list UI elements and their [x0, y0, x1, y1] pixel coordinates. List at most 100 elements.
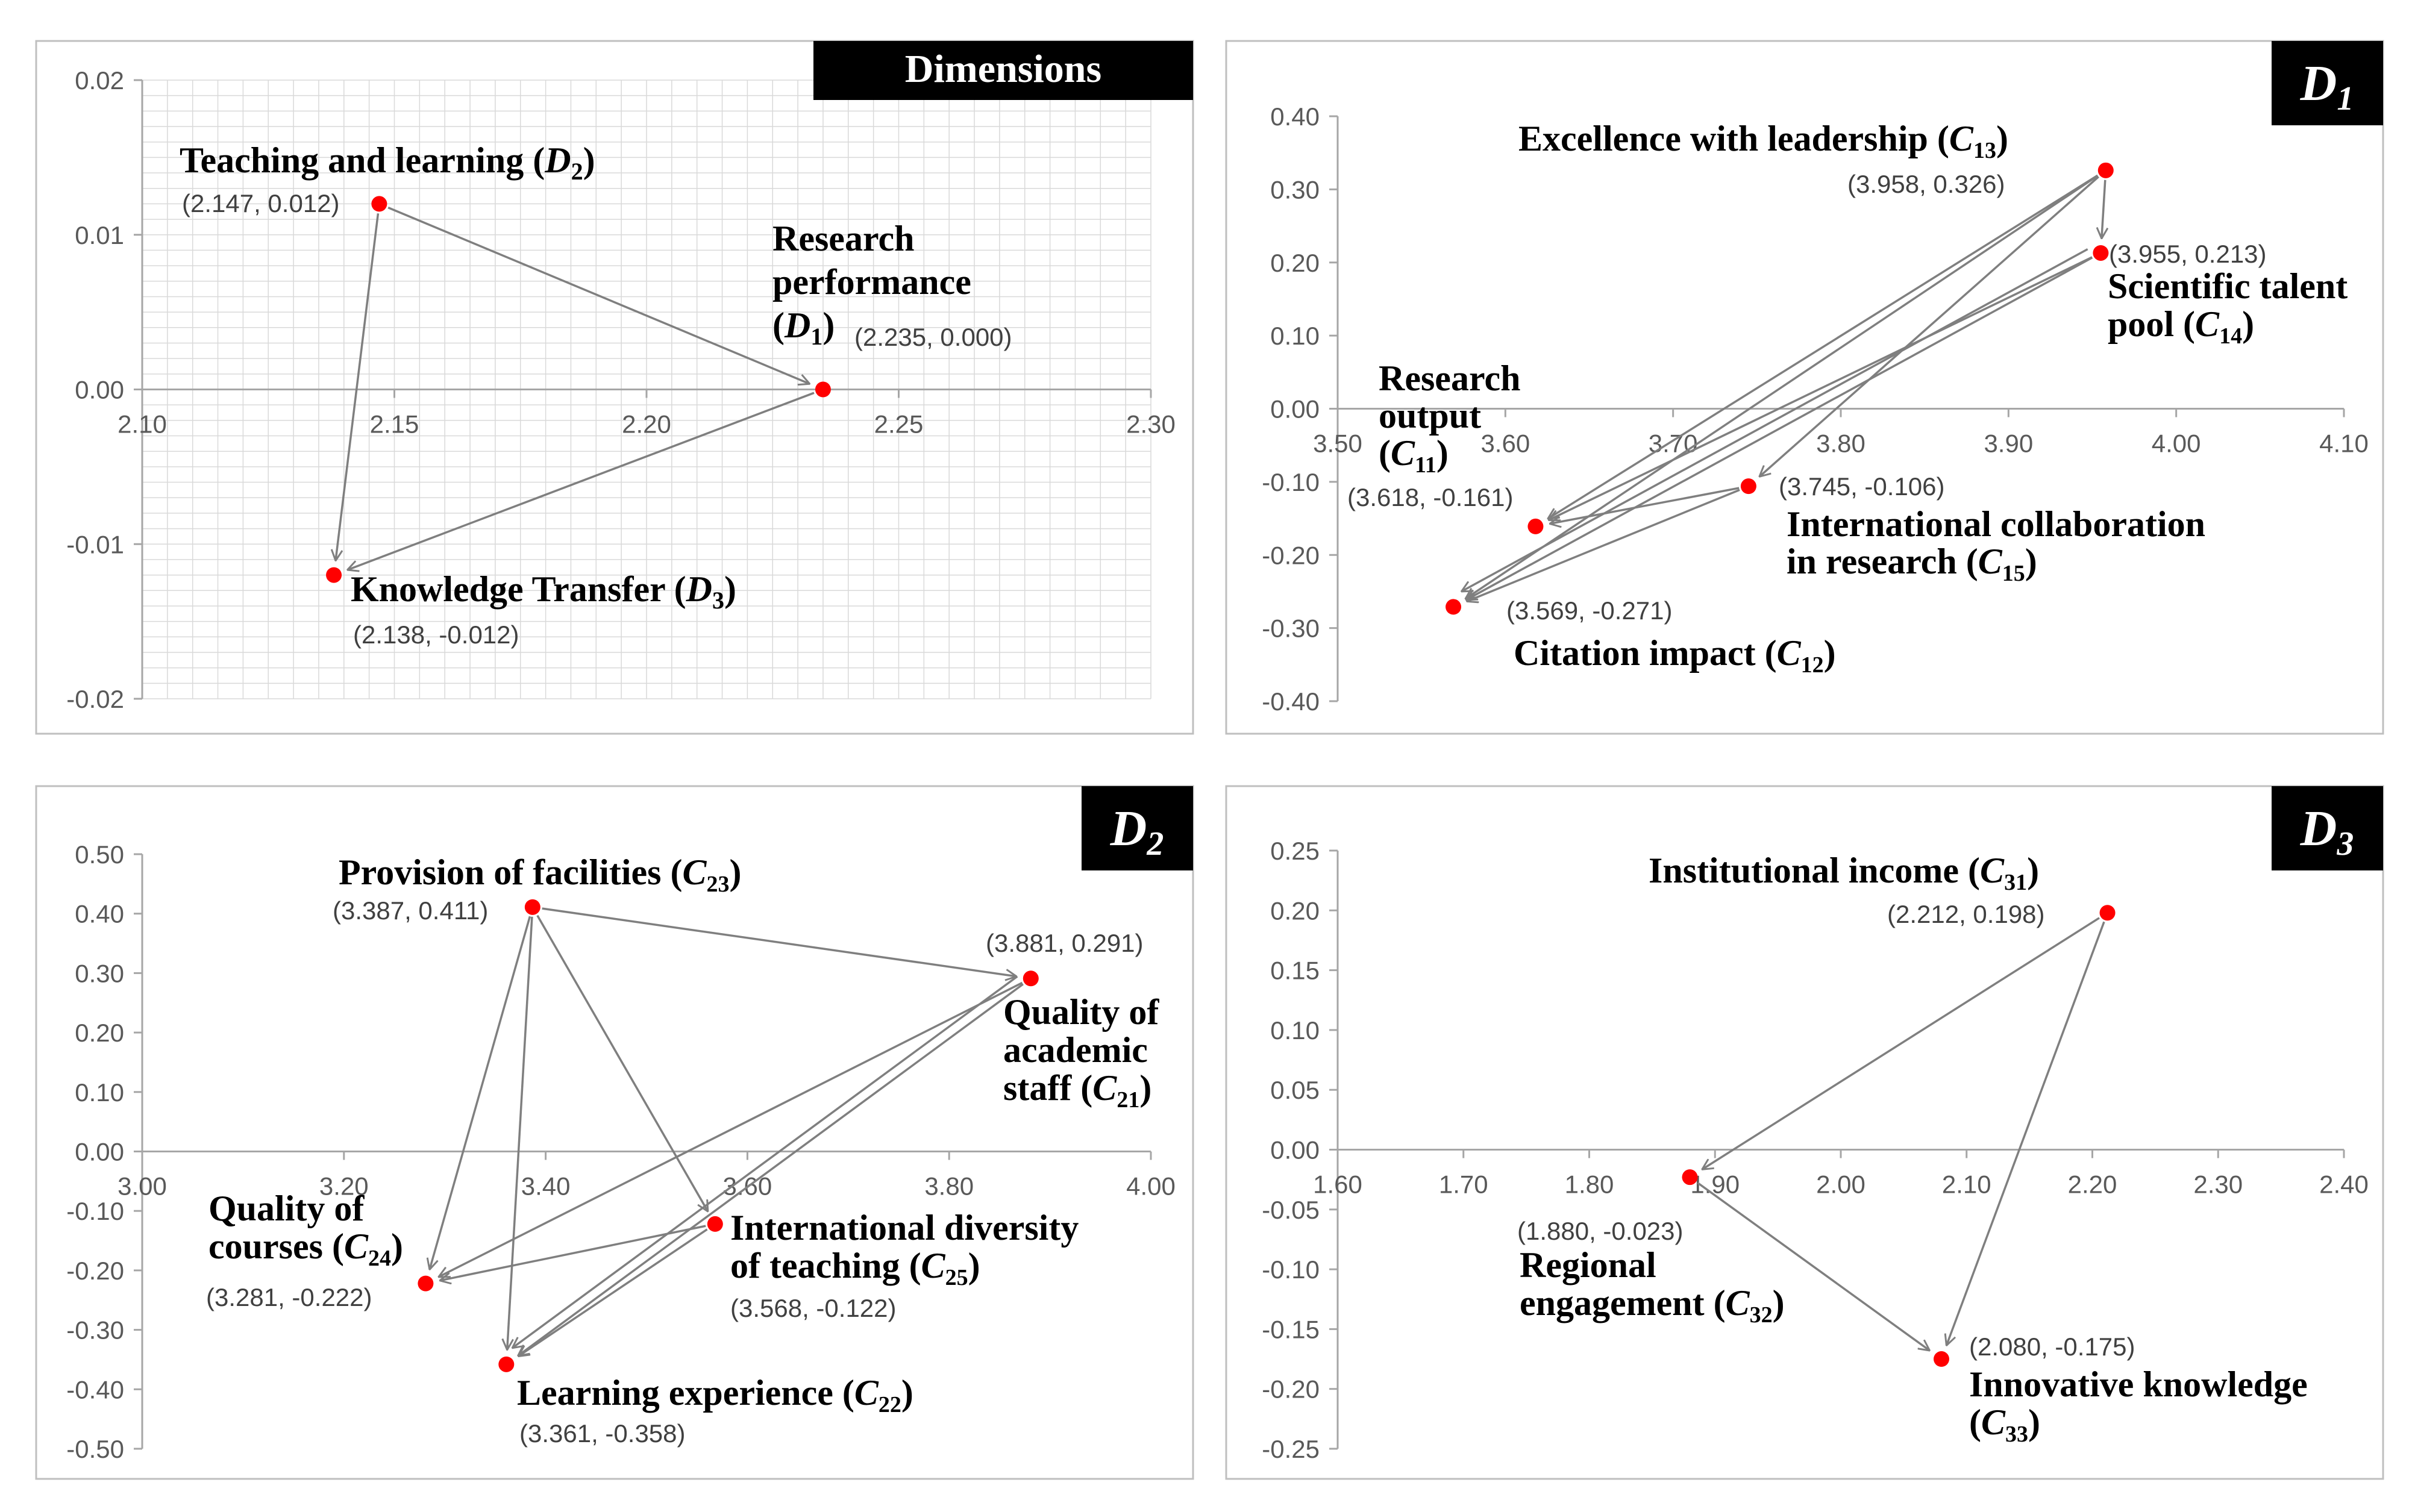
- panel-tag: D3: [2300, 801, 2354, 863]
- x-tick-label: 1.70: [1439, 1170, 1488, 1199]
- points: [418, 899, 1039, 1372]
- panel-tag: D1: [2300, 55, 2354, 117]
- panel-tag-box: [2272, 786, 2383, 870]
- svg-text:Institutional income (C31): Institutional income (C31): [1649, 851, 2039, 895]
- svg-text:Innovative knowledge: Innovative knowledge: [1969, 1364, 2308, 1404]
- svg-text:output: output: [1379, 396, 1481, 436]
- point-C25: [707, 1216, 723, 1232]
- panel-tag-box: [813, 41, 1193, 100]
- point-C21: [1023, 970, 1039, 987]
- arrows: [1697, 917, 2105, 1351]
- arrow-D1-to-D3: [347, 392, 815, 570]
- arrows: [1461, 174, 2105, 601]
- y-tick-label: 0.20: [1270, 896, 1320, 925]
- y-tick-label: -0.15: [1262, 1315, 1320, 1343]
- y-tick-label: -0.25: [1262, 1435, 1320, 1463]
- coord-C14: (3.955, 0.213): [2109, 240, 2267, 268]
- y-tick-label: -0.10: [1262, 468, 1320, 496]
- y-tick-label: -0.01: [66, 530, 124, 558]
- svg-text:Research: Research: [1379, 358, 1521, 398]
- svg-text:Quality of: Quality of: [208, 1189, 365, 1228]
- panel-tag-box: [2272, 41, 2383, 125]
- arrow-C13-to-C15: [1759, 176, 2099, 476]
- axes: 0.50 0.40 0.30 0.20 0.10 0.00 -0.10 -0.20 -0.30 -…: [66, 840, 1176, 1463]
- arrow-C23-to-C25: [536, 914, 708, 1211]
- arrow-C15-to-C12: [1467, 489, 1740, 601]
- x-tick-label: 3.20: [319, 1172, 369, 1201]
- point-C33: [1934, 1351, 1949, 1367]
- arrow-D2-to-D3: [336, 213, 380, 560]
- coord-C12: (3.569, -0.271): [1506, 596, 1673, 625]
- svg-text:Learning experience (C22): Learning experience (C22): [517, 1373, 913, 1417]
- x-tick-label: 3.90: [1984, 430, 2033, 458]
- y-tick-label: 0.20: [75, 1019, 124, 1047]
- x-tick-label: 2.30: [2193, 1170, 2243, 1199]
- x-tick-label: 2.15: [370, 410, 419, 439]
- y-tick-label: -0.30: [66, 1316, 124, 1345]
- svg-text:(C11): (C11): [1379, 433, 1449, 478]
- label-C21: Quality of academic staff (C21): [1003, 992, 1159, 1113]
- x-tick-label: 2.20: [2068, 1170, 2117, 1199]
- coord-C11: (3.618, -0.161): [1347, 483, 1514, 511]
- point-D2: [371, 196, 387, 212]
- x-tick-label: 3.70: [1649, 430, 1698, 458]
- svg-text:(C33): (C33): [1969, 1402, 2040, 1447]
- points: [1682, 905, 2116, 1367]
- y-tick-label: -0.10: [66, 1197, 124, 1225]
- y-tick-label: -0.20: [66, 1257, 124, 1285]
- arrow-C15-to-C11: [1550, 487, 1740, 523]
- svg-text:performance: performance: [772, 262, 971, 302]
- point-D1: [815, 381, 831, 398]
- label-C14: Scientific talent pool (C14): [2108, 266, 2348, 349]
- point-D3: [326, 567, 342, 583]
- arrow-C21-to-C22: [512, 975, 1018, 1348]
- panel-d3: 0.25 0.20 0.15 0.10 0.05 0.00 -0.05 -0.10 -0.15 -…: [1225, 785, 2384, 1480]
- arrow-C14-to-C11: [1549, 256, 2093, 520]
- y-tick-label: -0.30: [1262, 614, 1320, 643]
- svg-text:Knowledge Transfer (D3): Knowledge Transfer (D3): [351, 569, 736, 614]
- coord-C15: (3.745, -0.106): [1779, 472, 1945, 501]
- coord-D1: (2.235, 0.000): [854, 323, 1012, 351]
- point-C22: [498, 1356, 515, 1372]
- label-C25: International diversity of teaching (C25…: [730, 1208, 1079, 1290]
- panel-tag: D2: [1110, 801, 1164, 863]
- svg-text:Citation impact (C12): Citation impact (C12): [1514, 633, 1836, 678]
- panel-frame: [1225, 40, 2384, 735]
- point-C31: [2099, 905, 2116, 921]
- y-tick-label: 0.10: [1270, 1016, 1320, 1045]
- svg-text:(D1): (D1): [772, 305, 835, 350]
- y-tick-label: -0.05: [1262, 1196, 1320, 1224]
- y-tick-label: 0.02: [75, 66, 124, 95]
- panel-d2: 0.50 0.40 0.30 0.20 0.10 0.00 -0.10 -0.20 -0.30 -…: [35, 785, 1194, 1480]
- label-C12: Citation impact (C12): [1514, 633, 1836, 678]
- points: [326, 196, 831, 583]
- svg-text:Quality of: Quality of: [1003, 992, 1159, 1032]
- label-C13: Excellence with leadership (C13): [1518, 119, 2008, 163]
- y-tick-label: 0.30: [1270, 175, 1320, 204]
- y-tick-label: 0.25: [1270, 837, 1320, 865]
- point-C32: [1682, 1169, 1698, 1186]
- label-C15: International collaboration in research …: [1787, 504, 2205, 586]
- label-C33: Innovative knowledge (C33): [1969, 1364, 2308, 1447]
- arrows: [336, 206, 815, 570]
- x-tick-label: 2.10: [117, 410, 167, 439]
- x-tick-label: 3.80: [1816, 430, 1865, 458]
- panel-frame: [35, 40, 1194, 735]
- arrow-C21-to-C24: [439, 981, 1023, 1278]
- x-tick-label: 4.00: [1126, 1172, 1176, 1201]
- arrow-D2-to-D1: [387, 206, 810, 384]
- y-tick-label: 0.30: [75, 959, 124, 987]
- point-C15: [1740, 478, 1756, 495]
- x-tick-label: 4.00: [2152, 430, 2201, 458]
- arrow-C23-to-C24: [430, 916, 531, 1269]
- arrow-C31-to-C32: [1702, 917, 2100, 1170]
- panel-frame: [1225, 785, 2384, 1480]
- x-tick-label: 3.60: [1480, 430, 1530, 458]
- coord-C13: (3.958, 0.326): [1847, 170, 2005, 198]
- svg-text:Regional: Regional: [1520, 1245, 1656, 1285]
- y-tick-label: 0.10: [75, 1078, 124, 1107]
- svg-text:Provision of facilities (C23): Provision of facilities (C23): [339, 852, 742, 897]
- coord-D3: (2.138, -0.012): [353, 620, 519, 649]
- x-tick-label: 2.00: [1816, 1170, 1865, 1199]
- y-tick-label: 0.50: [75, 840, 124, 869]
